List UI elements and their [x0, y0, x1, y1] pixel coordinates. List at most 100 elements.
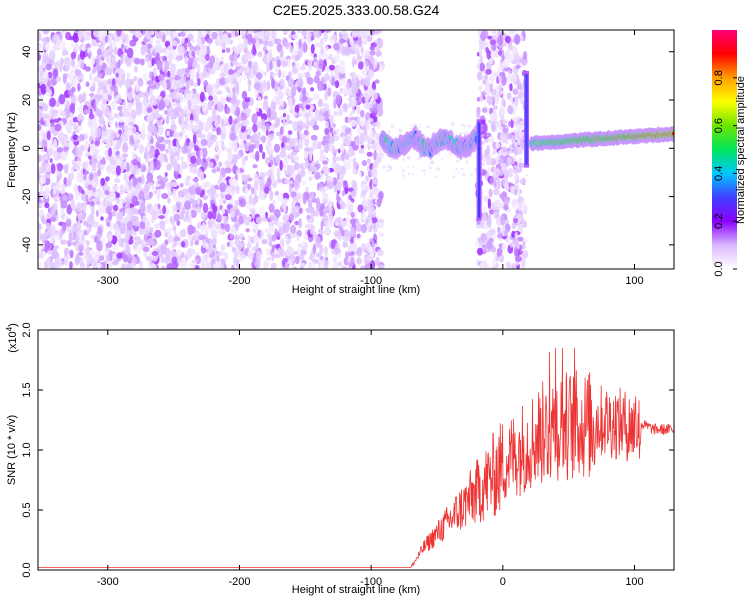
noise-cell	[506, 48, 511, 58]
noise-cell	[58, 258, 64, 267]
noise-cell	[284, 262, 289, 269]
noise-cell	[333, 54, 340, 63]
noise-cell	[248, 194, 253, 205]
noise-cell	[322, 102, 328, 108]
noise-cell	[190, 210, 197, 218]
noise-cell	[288, 184, 293, 194]
noise-cell	[98, 81, 105, 89]
noise-cell	[364, 93, 370, 103]
noise-cell	[195, 157, 202, 166]
noise-cell	[500, 113, 505, 119]
noise-cell	[225, 86, 230, 92]
noise-cell	[127, 102, 133, 109]
noise-cell	[121, 75, 125, 85]
noise-cell	[220, 244, 226, 251]
noise-cell	[151, 251, 159, 256]
noise-cell	[362, 198, 369, 208]
noise-cell	[259, 184, 264, 192]
noise-cell	[123, 124, 129, 132]
noise-cell	[138, 78, 144, 87]
noise-cell	[178, 88, 185, 93]
noise-cell	[173, 236, 180, 242]
speckle	[407, 166, 410, 169]
noise-cell	[130, 109, 137, 119]
noise-cell	[78, 169, 82, 179]
noise-cell	[514, 178, 518, 187]
noise-cell	[251, 209, 256, 219]
noise-cell	[237, 43, 244, 52]
noise-cell	[506, 75, 512, 83]
noise-cell	[517, 195, 523, 203]
noise-cell	[230, 206, 236, 212]
speckle	[456, 159, 460, 163]
noise-cell	[46, 256, 51, 266]
noise-cell	[76, 202, 82, 212]
noise-cell	[252, 164, 258, 169]
noise-cell	[318, 98, 323, 108]
speckle	[452, 175, 456, 179]
noise-cell	[87, 184, 93, 191]
noise-cell	[39, 233, 47, 241]
noise-cell	[282, 119, 286, 129]
noise-cell	[110, 103, 116, 108]
noise-cell	[181, 228, 187, 238]
noise-cell	[165, 115, 170, 125]
noise-cell	[344, 187, 349, 195]
noise-cell	[169, 250, 176, 258]
noise-cell	[296, 130, 300, 137]
noise-cell	[104, 66, 111, 76]
noise-cell	[98, 30, 103, 37]
noise-cell	[300, 249, 307, 256]
noise-cell	[200, 257, 208, 269]
noise-cell	[287, 96, 293, 106]
noise-cell	[47, 71, 53, 79]
noise-cell	[50, 224, 56, 234]
noise-cell	[257, 178, 262, 185]
noise-cell	[507, 105, 514, 115]
noise-cell	[246, 127, 252, 132]
noise-cell	[287, 30, 291, 33]
speckle	[412, 165, 415, 168]
noise-cell	[279, 97, 284, 107]
speckle	[424, 173, 426, 175]
noise-cell	[510, 60, 517, 65]
noise-cell	[377, 157, 382, 162]
noise-cell	[135, 105, 142, 116]
noise-cell	[219, 198, 224, 205]
noise-cell	[181, 241, 186, 248]
noise-cell	[53, 118, 60, 123]
noise-cell	[499, 133, 506, 143]
noise-cell	[177, 190, 183, 198]
noise-cell	[271, 60, 277, 71]
noise-cell	[273, 38, 279, 45]
noise-cell	[88, 135, 93, 143]
noise-cell	[135, 83, 141, 93]
noise-cell	[70, 199, 76, 209]
noise-cell	[211, 229, 218, 239]
noise-cell	[358, 148, 365, 154]
noise-cell	[371, 178, 377, 185]
noise-cell	[96, 155, 104, 161]
noise-cell	[156, 30, 160, 33]
noise-cell	[312, 30, 316, 38]
noise-cell	[244, 182, 248, 191]
noise-cell	[329, 114, 335, 126]
noise-cell	[213, 193, 220, 199]
noise-cell	[69, 249, 74, 259]
noise-cell	[126, 57, 132, 68]
noise-cell	[265, 157, 270, 165]
noise-cell	[351, 96, 356, 108]
noise-cell	[217, 105, 223, 113]
noise-cell	[255, 140, 260, 149]
noise-cell	[314, 42, 320, 48]
noise-cell	[255, 242, 259, 248]
noise-cell	[273, 253, 281, 259]
noise-cell	[97, 94, 103, 100]
noise-cell	[129, 134, 134, 144]
noise-cell	[156, 190, 160, 202]
noise-cell	[196, 36, 203, 47]
noise-cell	[355, 77, 360, 89]
noise-cell	[49, 119, 54, 124]
noise-cell	[506, 261, 511, 269]
noise-cell	[340, 61, 346, 68]
